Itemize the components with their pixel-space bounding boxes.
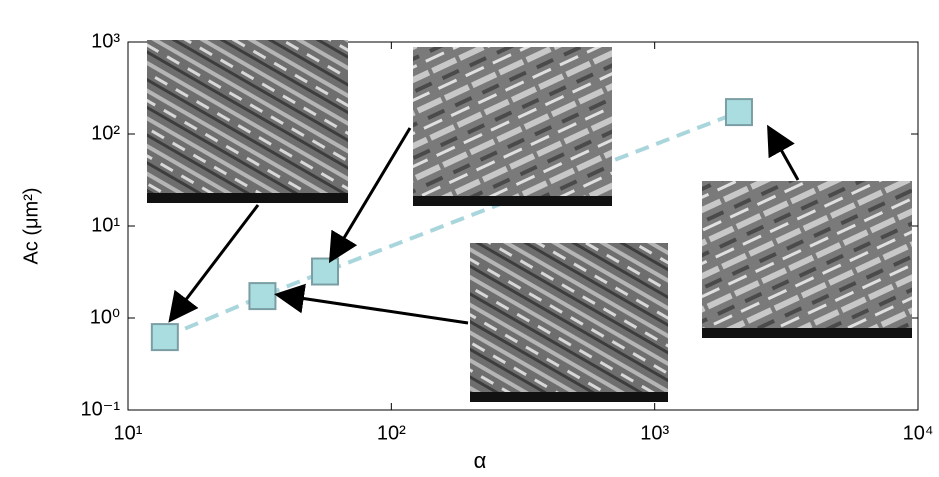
y-tick-label: 10³ <box>91 30 120 52</box>
sem-image <box>470 243 668 402</box>
x-tick-label: 10³ <box>640 422 669 444</box>
y-tick-label: 10¹ <box>91 214 120 236</box>
arrows <box>168 124 800 325</box>
arrow <box>168 204 260 323</box>
arrow <box>328 127 412 264</box>
scale-bar <box>470 392 668 402</box>
sem-image <box>147 40 348 203</box>
scale-bar <box>702 328 912 338</box>
point <box>311 257 340 286</box>
x-tick-label: 10⁴ <box>903 422 934 444</box>
y-tick-label: 10⁻¹ <box>81 398 121 420</box>
point <box>724 98 753 127</box>
y-tick-label: 10⁰ <box>90 306 120 328</box>
arrow <box>767 124 800 181</box>
x-axis-label: α <box>474 448 487 472</box>
sem-images <box>147 40 912 402</box>
scale-bar <box>147 193 348 203</box>
y-axis-label: Ac (μm²) <box>20 187 42 264</box>
point <box>150 323 179 352</box>
x-tick-label: 10¹ <box>114 422 143 444</box>
x-tick-label: 10² <box>377 422 406 444</box>
y-tick-label: 10² <box>91 122 120 144</box>
point <box>248 282 277 311</box>
sem-image <box>702 181 912 338</box>
sem-image <box>413 47 612 206</box>
arrow <box>274 283 469 325</box>
scale-bar <box>413 196 612 206</box>
